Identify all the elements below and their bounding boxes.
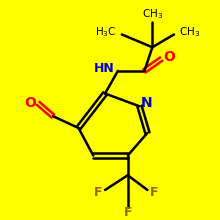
Text: CH$_3$: CH$_3$: [142, 7, 163, 21]
Text: O: O: [24, 96, 36, 110]
Text: H$_3$C: H$_3$C: [95, 26, 117, 39]
Text: CH$_3$: CH$_3$: [179, 26, 200, 39]
Text: F: F: [123, 206, 132, 219]
Text: F: F: [150, 187, 159, 200]
Text: HN: HN: [94, 62, 115, 75]
Text: O: O: [163, 50, 175, 64]
Text: N: N: [141, 96, 152, 110]
Text: F: F: [94, 187, 103, 200]
